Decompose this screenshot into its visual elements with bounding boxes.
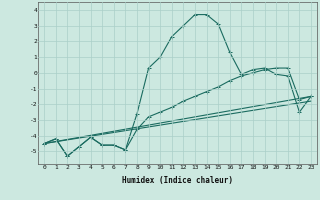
X-axis label: Humidex (Indice chaleur): Humidex (Indice chaleur): [122, 176, 233, 185]
